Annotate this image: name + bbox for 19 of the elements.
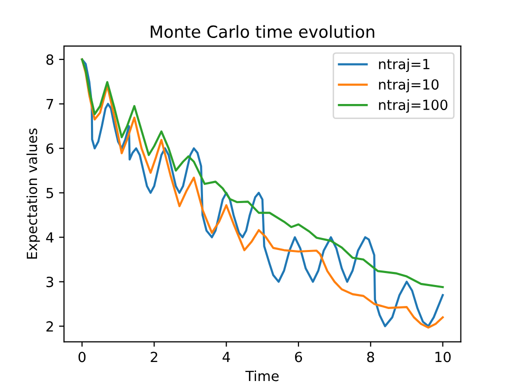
legend-label: ntraj=1 <box>379 58 430 72</box>
x-axis-title: Time <box>245 370 279 382</box>
y-tick-label: 5 <box>46 188 54 198</box>
x-tick-label: 8 <box>367 352 374 362</box>
legend-label: ntraj=100 <box>379 99 448 113</box>
y-tick-label: 2 <box>46 321 53 332</box>
y-tick-label: 4 <box>46 232 54 243</box>
x-tick-label: 10 <box>435 352 451 362</box>
y-tick-label: 7 <box>46 99 54 110</box>
y-axis-title: Expectation values <box>26 128 40 259</box>
y-tick-label: 8 <box>46 54 54 65</box>
x-tick-label: 0 <box>78 352 86 362</box>
legend-label: ntraj=10 <box>379 78 439 92</box>
y-tick-label: 3 <box>46 276 54 288</box>
x-tick-label: 6 <box>295 352 302 362</box>
chart-title: Monte Carlo time evolution <box>150 25 374 38</box>
x-tick-label: 2 <box>150 352 158 362</box>
x-tick-label: 4 <box>222 352 230 362</box>
y-tick-label: 6 <box>46 143 54 154</box>
